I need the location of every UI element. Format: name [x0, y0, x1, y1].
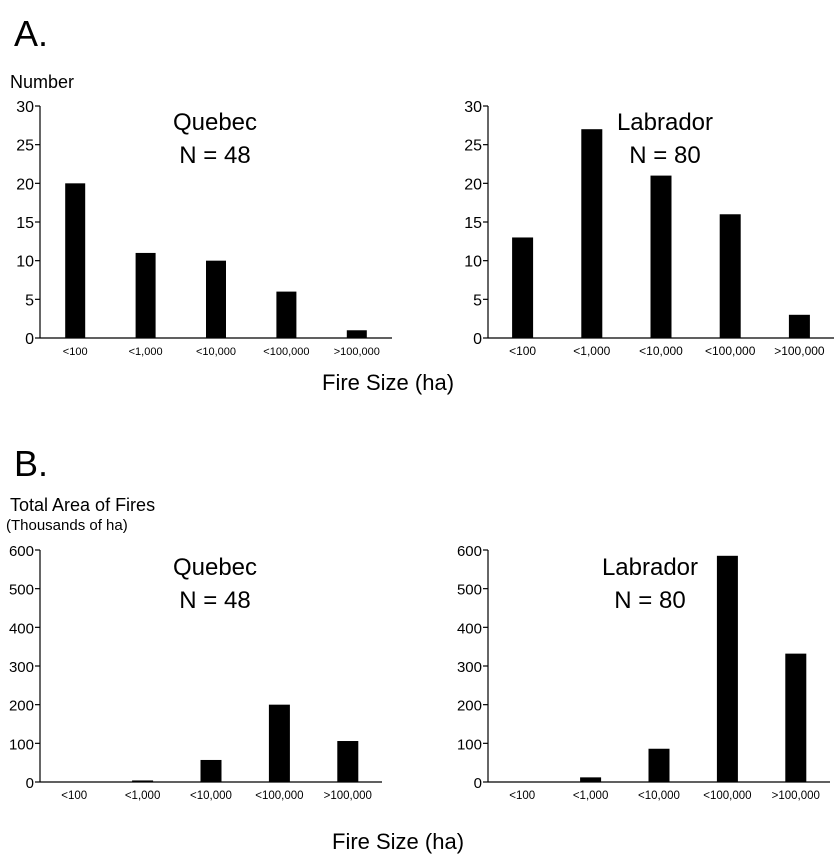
chart-1-bar [276, 291, 297, 338]
chart-3-y-tick-label: 400 [9, 620, 34, 637]
chart-2-x-tick-label: <10,000 [639, 344, 683, 358]
chart-4-x-tick-label: <10,000 [638, 790, 680, 802]
chart-1-y-tick-label: 10 [16, 254, 34, 271]
chart-2-x-tick-label: <100,000 [705, 344, 756, 358]
chart-2-subtitle: N = 80 [629, 142, 700, 169]
chart-1-bar [135, 252, 156, 338]
chart-2-bar [512, 237, 534, 338]
chart-4-subtitle: N = 80 [614, 587, 685, 614]
chart-2-y-tick-label: 20 [464, 176, 482, 193]
y-axis-sublabel-b: (Thousands of ha) [6, 517, 128, 534]
chart-1-bar [206, 260, 226, 338]
chart-3-bar [268, 704, 290, 782]
chart-3-bar [132, 780, 154, 782]
chart-1-y-tick-label: 5 [25, 292, 34, 309]
chart-2-y-tick-label: 25 [464, 138, 482, 155]
chart-4-bar [580, 777, 602, 782]
chart-3-bar [337, 741, 359, 782]
chart-2-bar [650, 175, 672, 338]
chart-3-y-tick-label: 500 [9, 582, 34, 599]
chart-2-y-tick-label: 10 [464, 254, 482, 271]
chart-2-y-tick-label: 30 [464, 99, 482, 116]
chart-1-y-tick-label: 20 [16, 176, 34, 193]
chart-1-x-tick-label: <100,000 [263, 346, 309, 358]
chart-4-y-tick-label: 600 [457, 543, 482, 560]
chart-1-bar [65, 183, 86, 338]
chart-2-y-tick-label: 0 [473, 331, 482, 348]
chart-2-bar [581, 129, 603, 338]
chart-1-subtitle: N = 48 [179, 142, 250, 169]
chart-3-subtitle: N = 48 [179, 587, 250, 614]
chart-3-y-tick-label: 300 [9, 659, 34, 676]
chart-2-x-tick-label: <100 [509, 344, 536, 358]
chart-2-title: Labrador [617, 109, 713, 136]
x-axis-label-b: Fire Size (ha) [332, 829, 465, 854]
chart-4-x-tick-label: >100,000 [772, 790, 820, 802]
chart-1-x-tick-label: <10,000 [196, 346, 236, 358]
chart-3-bar [200, 759, 222, 782]
chart-4-x-tick-label: <100,000 [703, 790, 751, 802]
chart-3-y-tick-label: 100 [9, 736, 34, 753]
chart-4-bar [648, 748, 670, 782]
chart-2-y-tick-label: 15 [464, 215, 482, 232]
chart-3-y-tick-label: 600 [9, 543, 34, 560]
chart-3-y-tick-label: 200 [9, 698, 34, 715]
y-axis-label-a: Number [10, 72, 75, 92]
chart-1-x-tick-label: <100 [63, 346, 88, 358]
chart-4-title: Labrador [602, 554, 698, 581]
panel-letter-a: A. [14, 13, 49, 54]
chart-4-x-tick-label: <100 [509, 790, 535, 802]
chart-2-bar [719, 214, 741, 338]
chart-1-x-tick-label: >100,000 [334, 346, 380, 358]
chart-4-x-tick-label: <1,000 [573, 790, 609, 802]
chart-2-bar [788, 314, 810, 338]
chart-4-y-tick-label: 100 [457, 736, 482, 753]
chart-3-x-tick-label: >100,000 [324, 790, 372, 802]
chart-2-x-tick-label: >100,000 [774, 344, 825, 358]
chart-4-y-tick-label: 300 [457, 659, 482, 676]
chart-1-bar [346, 330, 367, 338]
chart-2-x-tick-label: <1,000 [573, 344, 610, 358]
chart-1-x-tick-label: <1,000 [129, 346, 163, 358]
panel-letter-b: B. [14, 443, 49, 484]
chart-1-y-tick-label: 15 [16, 215, 34, 232]
chart-1-y-tick-label: 25 [16, 138, 34, 155]
chart-4-bar [716, 555, 738, 782]
chart-3-x-tick-label: <100,000 [255, 790, 303, 802]
chart-4-y-tick-label: 0 [474, 775, 482, 792]
y-axis-label-b: Total Area of Fires [10, 495, 156, 515]
chart-1-y-tick-label: 0 [25, 331, 34, 348]
chart-4-y-tick-label: 500 [457, 582, 482, 599]
x-axis-label-a: Fire Size (ha) [322, 370, 455, 395]
chart-4-y-tick-label: 400 [457, 620, 482, 637]
chart-3-x-tick-label: <10,000 [190, 790, 232, 802]
chart-3-title: Quebec [173, 554, 257, 581]
chart-3-y-tick-label: 0 [26, 775, 34, 792]
chart-4-bar [785, 653, 807, 782]
chart-1-y-tick-label: 30 [16, 99, 34, 116]
chart-3-x-tick-label: <1,000 [125, 790, 161, 802]
chart-2-y-tick-label: 5 [473, 292, 482, 309]
chart-1-title: Quebec [173, 109, 257, 136]
chart-3-x-tick-label: <100 [61, 790, 87, 802]
chart-4-y-tick-label: 200 [457, 698, 482, 715]
